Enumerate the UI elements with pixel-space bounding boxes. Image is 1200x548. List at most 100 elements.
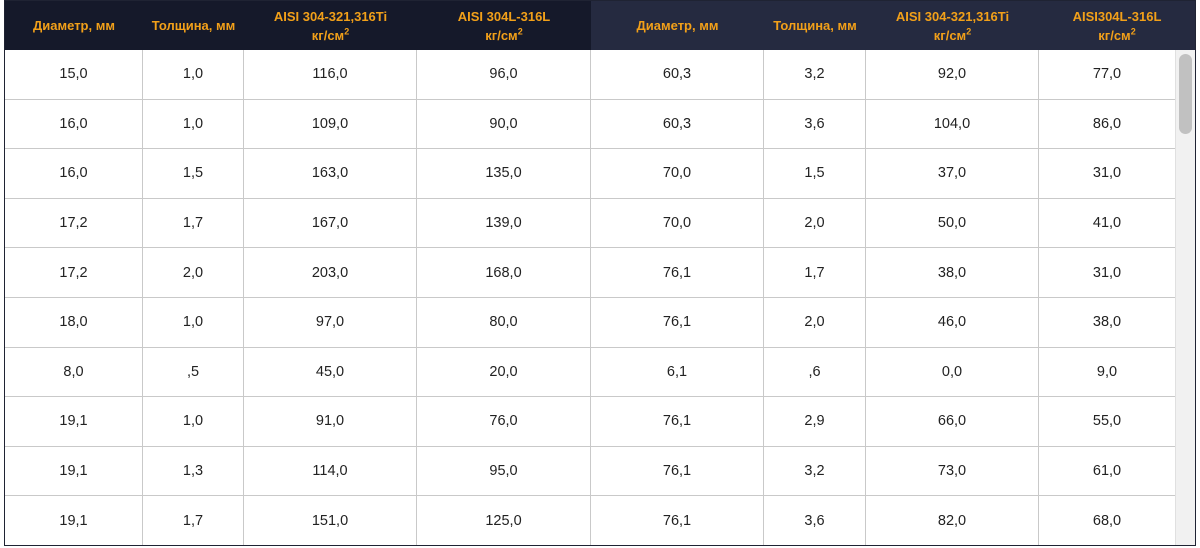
- cell-weight-304l-316l: 95,0: [417, 446, 591, 496]
- cell-weight-304-321: 104,0: [866, 99, 1039, 149]
- scrollbar-thumb[interactable]: [1179, 54, 1192, 134]
- cell-thickness: 2,0: [764, 297, 866, 347]
- cell-thickness: 1,0: [143, 297, 244, 347]
- cell-weight-304-321: 0,0: [866, 347, 1039, 397]
- cell-weight-304l-316l: 139,0: [417, 198, 591, 248]
- cell-weight-304l-316l: 68,0: [1092, 512, 1122, 529]
- header-aisi-304-321-1: AISI 304-321,316Ti кг/см2: [244, 1, 417, 50]
- cell-thickness: 2,9: [764, 397, 866, 446]
- cell-diameter: 17,2: [5, 198, 143, 248]
- cell-thickness: ,5: [143, 347, 244, 397]
- header-label: Толщина, мм: [151, 18, 236, 33]
- cell-weight-304l-316l: 61,0: [1092, 463, 1122, 480]
- cell-thickness: 3,6: [764, 99, 866, 149]
- cell-diameter: 60,3: [591, 50, 764, 99]
- header-diameter-2: Диаметр, мм: [591, 1, 764, 50]
- cell-weight-304l-316l: 80,0: [417, 297, 591, 347]
- cell-weight-304-321: 151,0: [244, 496, 417, 545]
- cell-weight-304-321: 46,0: [866, 297, 1039, 347]
- cell-thickness: 1,0: [143, 397, 244, 446]
- cell-weight-304-321: 163,0: [244, 149, 417, 198]
- table-row: 16,0 1,5 163,0 135,0 70,0 1,5 37,0 31,0: [5, 149, 1175, 199]
- cell-weight-304-321: 116,0: [244, 50, 417, 99]
- table-row: 16,0 1,0 109,0 90,0 60,3 3,6 104,0 86,0: [5, 99, 1175, 150]
- header-thickness-1: Толщина, мм: [143, 1, 244, 50]
- header-label: AISI304L-316L: [1072, 8, 1162, 24]
- cell-diameter: 76,1: [591, 297, 764, 347]
- cell-weight-304l-316l: 55,0: [1092, 413, 1122, 430]
- cell-weight-304l-316l: 9,0: [1096, 363, 1118, 380]
- cell-weight-304l-316l: 20,0: [417, 347, 591, 397]
- cell-weight-304-321: 82,0: [866, 496, 1039, 545]
- cell-weight-304l-316l: 76,0: [417, 397, 591, 446]
- cell-weight-304-321: 37,0: [866, 149, 1039, 198]
- cell-diameter: 18,0: [5, 297, 143, 347]
- cell-weight-304-321: 38,0: [866, 248, 1039, 297]
- header-unit: кг/см2: [485, 26, 523, 43]
- header-aisi-304l-316l-2: AISI304L-316L кг/см2: [1039, 1, 1195, 50]
- pipe-weight-table: Диаметр, мм Толщина, мм AISI 304-321,316…: [4, 0, 1196, 546]
- cell-thickness: ,6: [764, 347, 866, 397]
- table-row: 8,0 ,5 45,0 20,0 6,1 ,6 0,0 9,0: [5, 347, 1175, 398]
- cell-weight-304l-316l: 86,0: [1092, 115, 1122, 132]
- cell-thickness: 1,0: [143, 99, 244, 149]
- cell-diameter: 70,0: [591, 198, 764, 248]
- cell-thickness: 1,5: [764, 149, 866, 198]
- cell-thickness: 3,6: [764, 496, 866, 545]
- table-row: 19,1 1,0 91,0 76,0 76,1 2,9 66,0 55,0: [5, 397, 1175, 447]
- cell-diameter: 76,1: [591, 248, 764, 297]
- cell-diameter: 60,3: [591, 99, 764, 149]
- header-unit: кг/см2: [1098, 26, 1136, 43]
- table-row: 17,2 2,0 203,0 168,0 76,1 1,7 38,0 31,0: [5, 248, 1175, 298]
- cell-weight-304-321: 109,0: [244, 99, 417, 149]
- cell-weight-304-321: 92,0: [866, 50, 1039, 99]
- cell-weight-304-321: 167,0: [244, 198, 417, 248]
- header-label: Диаметр, мм: [636, 18, 719, 33]
- cell-weight-304-321: 97,0: [244, 297, 417, 347]
- cell-diameter: 15,0: [5, 50, 143, 99]
- cell-thickness: 1,3: [143, 446, 244, 496]
- cell-diameter: 17,2: [5, 248, 143, 297]
- cell-diameter: 76,1: [591, 446, 764, 496]
- cell-weight-304l-316l: 135,0: [417, 149, 591, 198]
- cell-thickness: 3,2: [764, 446, 866, 496]
- table-header: Диаметр, мм Толщина, мм AISI 304-321,316…: [5, 1, 1195, 50]
- header-aisi-304-321-2: AISI 304-321,316Ti кг/см2: [866, 1, 1039, 50]
- header-label: Толщина, мм: [773, 18, 857, 33]
- cell-weight-304l-316l: 31,0: [1092, 264, 1122, 281]
- cell-diameter: 76,1: [591, 397, 764, 446]
- cell-weight-304-321: 50,0: [866, 198, 1039, 248]
- header-unit: кг/см2: [311, 26, 350, 43]
- cell-weight-304l-316l: 96,0: [417, 50, 591, 99]
- cell-diameter: 6,1: [591, 347, 764, 397]
- header-thickness-2: Толщина, мм: [764, 1, 866, 50]
- cell-diameter: 19,1: [5, 397, 143, 446]
- cell-weight-304l-316l: 168,0: [417, 248, 591, 297]
- cell-diameter: 19,1: [5, 446, 143, 496]
- cell-weight-304-321: 73,0: [866, 446, 1039, 496]
- table-row: 18,0 1,0 97,0 80,0 76,1 2,0 46,0 38,0: [5, 297, 1175, 348]
- vertical-scrollbar[interactable]: [1175, 50, 1195, 545]
- cell-diameter: 70,0: [591, 149, 764, 198]
- cell-thickness: 2,0: [764, 198, 866, 248]
- header-label: Диаметр, мм: [33, 18, 115, 33]
- cell-thickness: 1,7: [143, 198, 244, 248]
- cell-diameter: 16,0: [5, 149, 143, 198]
- cell-weight-304l-316l: 41,0: [1092, 215, 1122, 232]
- cell-weight-304-321: 203,0: [244, 248, 417, 297]
- cell-weight-304l-316l: 31,0: [1092, 165, 1122, 182]
- header-diameter-1: Диаметр, мм: [5, 1, 143, 50]
- table-row: 19,1 1,3 114,0 95,0 76,1 3,2 73,0 61,0: [5, 446, 1175, 497]
- cell-thickness: 2,0: [143, 248, 244, 297]
- table-row: 19,1 1,7 151,0 125,0 76,1 3,6 82,0 68,0: [5, 496, 1175, 545]
- cell-diameter: 19,1: [5, 496, 143, 545]
- cell-thickness: 1,7: [764, 248, 866, 297]
- header-aisi-304l-316l-1: AISI 304L-316L кг/см2: [417, 1, 591, 50]
- table-body: 15,0 1,0 116,0 96,0 60,3 3,2 92,0 77,0 1…: [5, 50, 1175, 545]
- header-label: AISI 304-321,316Ti: [273, 8, 388, 24]
- cell-weight-304l-316l: 77,0: [1092, 66, 1122, 83]
- cell-diameter: 8,0: [5, 347, 143, 397]
- cell-thickness: 1,0: [143, 50, 244, 99]
- cell-thickness: 1,5: [143, 149, 244, 198]
- header-unit: кг/см2: [933, 26, 972, 43]
